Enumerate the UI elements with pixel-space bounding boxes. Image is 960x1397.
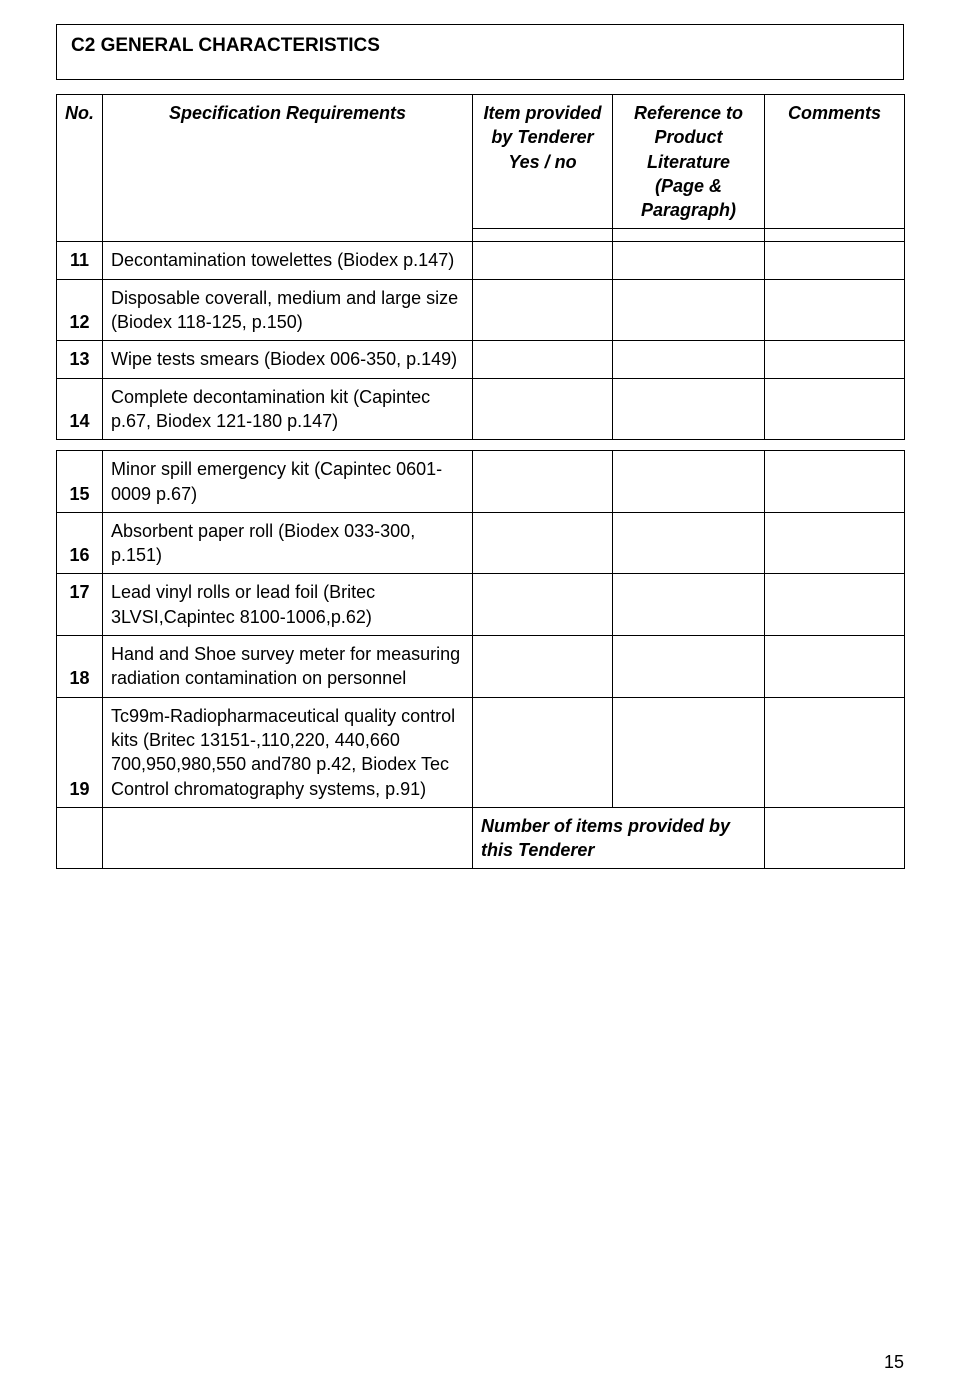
cell-provided [473, 279, 613, 341]
cell-spec: Disposable coverall, medium and large si… [103, 279, 473, 341]
cell-empty [57, 807, 103, 869]
cell-reference [613, 697, 765, 807]
cell-spec: Complete decontamination kit (Capintec p… [103, 378, 473, 440]
cell-spec: Hand and Shoe survey meter for measuring… [103, 636, 473, 698]
col-header-spec: Specification Requirements [103, 95, 473, 242]
table-row: 16 Absorbent paper roll (Biodex 033-300,… [57, 512, 905, 574]
section-title: C2 GENERAL CHARACTERISTICS [71, 35, 889, 57]
cell-comments [765, 807, 905, 869]
col-header-reference: Reference to Product Literature (Page & … [613, 95, 765, 229]
table-row: 13 Wipe tests smears (Biodex 006-350, p.… [57, 341, 905, 378]
cell-spec: Tc99m-Radiopharmaceutical quality contro… [103, 697, 473, 807]
cell-comments [765, 512, 905, 574]
cell-provided [473, 242, 613, 279]
cell-provided [473, 636, 613, 698]
cell-reference [613, 378, 765, 440]
cell-provided [473, 341, 613, 378]
cell-empty [103, 807, 473, 869]
spec-table-2: 15 Minor spill emergency kit (Capintec 0… [56, 450, 905, 869]
col-header-comments: Comments [765, 95, 905, 229]
cell-comments [765, 378, 905, 440]
cell-spec: Absorbent paper roll (Biodex 033-300, p.… [103, 512, 473, 574]
cell-spec: Decontamination towelettes (Biodex p.147… [103, 242, 473, 279]
cell-provided [473, 378, 613, 440]
cell-no: 17 [57, 574, 103, 636]
table-row: 19 Tc99m-Radiopharmaceutical quality con… [57, 697, 905, 807]
table-row: 18 Hand and Shoe survey meter for measur… [57, 636, 905, 698]
cell-comments [765, 242, 905, 279]
cell-reference [613, 636, 765, 698]
cell-spec: Minor spill emergency kit (Capintec 0601… [103, 451, 473, 513]
table-row: 17 Lead vinyl rolls or lead foil (Britec… [57, 574, 905, 636]
cell-reference [613, 242, 765, 279]
table-gap [56, 440, 904, 450]
cell-provided [473, 512, 613, 574]
cell-spec: Wipe tests smears (Biodex 006-350, p.149… [103, 341, 473, 378]
table-header-row: No. Specification Requirements Item prov… [57, 95, 905, 229]
page-number: 15 [884, 1352, 904, 1373]
cell-no: 11 [57, 242, 103, 279]
cell-comments [765, 341, 905, 378]
table-row: 14 Complete decontamination kit (Capinte… [57, 378, 905, 440]
cell-no: 18 [57, 636, 103, 698]
cell-no: 19 [57, 697, 103, 807]
cell-no: 14 [57, 378, 103, 440]
cell-comments [765, 229, 905, 242]
cell-provided [473, 697, 613, 807]
cell-provided [473, 229, 613, 242]
cell-reference [613, 341, 765, 378]
cell-no: 15 [57, 451, 103, 513]
table-row: 11 Decontamination towelettes (Biodex p.… [57, 242, 905, 279]
cell-comments [765, 451, 905, 513]
cell-comments [765, 697, 905, 807]
page: C2 GENERAL CHARACTERISTICS No. Specifica… [0, 0, 960, 1397]
col-header-no: No. [57, 95, 103, 242]
cell-comments [765, 279, 905, 341]
cell-provided [473, 451, 613, 513]
cell-provided [473, 574, 613, 636]
table-footer-row: Number of items provided by this Tendere… [57, 807, 905, 869]
cell-reference [613, 512, 765, 574]
col-header-provided: Item provided by Tenderer Yes / no [473, 95, 613, 229]
cell-comments [765, 636, 905, 698]
cell-no: 16 [57, 512, 103, 574]
cell-reference [613, 451, 765, 513]
cell-no: 12 [57, 279, 103, 341]
cell-spec: Lead vinyl rolls or lead foil (Britec 3L… [103, 574, 473, 636]
spec-table-1: No. Specification Requirements Item prov… [56, 94, 905, 440]
cell-comments [765, 574, 905, 636]
table-row: 12 Disposable coverall, medium and large… [57, 279, 905, 341]
footer-label: Number of items provided by this Tendere… [473, 807, 765, 869]
title-box: C2 GENERAL CHARACTERISTICS [56, 24, 904, 80]
cell-reference [613, 574, 765, 636]
cell-no: 13 [57, 341, 103, 378]
cell-reference [613, 279, 765, 341]
cell-reference [613, 229, 765, 242]
table-row: 15 Minor spill emergency kit (Capintec 0… [57, 451, 905, 513]
